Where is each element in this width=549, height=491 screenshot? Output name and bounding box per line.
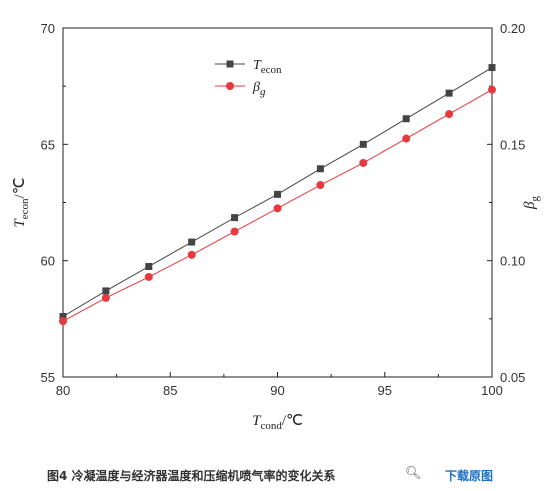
data-point-square — [445, 89, 453, 97]
data-point-square — [359, 140, 367, 148]
y-left-tick-label: 55 — [41, 370, 55, 385]
data-point-circle — [101, 293, 110, 302]
data-point-circle — [359, 158, 368, 167]
x-tick-label: 90 — [270, 383, 284, 398]
data-point-circle — [187, 250, 196, 259]
x-tick-label: 95 — [378, 383, 392, 398]
data-point-circle — [445, 110, 454, 119]
legend-marker-square — [226, 60, 234, 68]
y-right-axis-title: βg — [522, 196, 541, 210]
y-left-axis-title: Tecon/℃ — [12, 177, 31, 227]
y-right-tick-label: 0.10 — [500, 254, 525, 269]
download-original-link[interactable]: 下载原图 — [445, 469, 494, 483]
data-point-circle — [402, 134, 411, 143]
data-point-circle — [59, 317, 67, 326]
plot-frame — [62, 27, 493, 378]
data-point-square — [402, 115, 410, 123]
data-point-square — [488, 64, 496, 72]
x-tick-label: 80 — [56, 383, 70, 398]
y-left-tick-label: 70 — [41, 21, 55, 36]
y-right-tick-label: 0.20 — [500, 21, 525, 36]
data-point-square — [188, 238, 196, 246]
data-point-square — [231, 214, 239, 222]
data-point-square — [145, 262, 153, 270]
data-point-circle — [230, 227, 239, 236]
data-point-square — [316, 165, 324, 173]
data-point-square — [274, 190, 281, 198]
y-right-tick-label: 0.05 — [500, 370, 525, 385]
x-axis-title: Tcond/℃ — [252, 413, 303, 432]
figure-caption: 图4 冷凝温度与经济器温度和压缩机喷气率的变化关系 — [47, 469, 336, 483]
y-left-tick-label: 60 — [41, 254, 55, 269]
legend-marker-circle — [226, 82, 234, 90]
chart: 80 85 90 95 100 55 60 65 70 0.05 0.10 0.15 0.20 Tcond… — [12, 21, 541, 432]
data-point-circle — [488, 85, 496, 94]
data-point-circle — [316, 181, 325, 190]
x-tick-label: 100 — [481, 383, 503, 398]
x-tick-label: 85 — [163, 383, 177, 398]
legend-label-2: βg — [252, 80, 266, 98]
data-point-circle — [273, 204, 282, 213]
y-left-tick-label: 65 — [41, 137, 55, 152]
data-point-square — [59, 313, 67, 321]
legend-label-1: Tecon — [253, 58, 282, 76]
data-point-circle — [144, 272, 153, 281]
data-point-square — [102, 287, 110, 295]
magnifier-icon[interactable]: 🔍︎ — [405, 466, 422, 481]
y-right-tick-label: 0.15 — [500, 137, 525, 152]
